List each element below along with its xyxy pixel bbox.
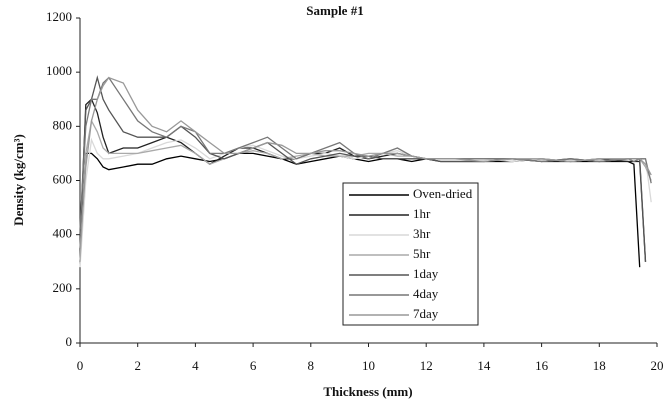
y-tick-label: 0 xyxy=(66,334,73,349)
x-tick-label: 6 xyxy=(250,358,257,373)
y-tick-label: 200 xyxy=(53,280,73,295)
y-tick-label: 1200 xyxy=(46,9,72,24)
legend-label: 4day xyxy=(413,286,439,301)
series-line xyxy=(79,76,652,249)
x-tick-label: 20 xyxy=(651,358,664,373)
legend-label: 1hr xyxy=(413,206,431,221)
chart-title: Sample #1 xyxy=(306,3,363,18)
x-tick-label: 4 xyxy=(192,358,199,373)
x-axis-label: Thickness (mm) xyxy=(323,384,412,399)
x-tick-label: 18 xyxy=(593,358,606,373)
legend-label: Oven-dried xyxy=(413,186,473,201)
legend-label: 1day xyxy=(413,266,439,281)
legend-box xyxy=(342,182,479,326)
x-tick-label: 8 xyxy=(308,358,315,373)
y-tick-label: 600 xyxy=(53,171,73,186)
y-tick-label: 800 xyxy=(53,117,73,132)
x-tick-label: 0 xyxy=(77,358,84,373)
y-axis-label: Density (kg/cm³) xyxy=(11,134,26,226)
x-tick-label: 10 xyxy=(362,358,375,373)
x-tick-label: 14 xyxy=(477,358,491,373)
x-tick-label: 16 xyxy=(535,358,549,373)
legend-label: 3hr xyxy=(413,226,431,241)
x-tick-label: 2 xyxy=(134,358,141,373)
y-tick-label: 400 xyxy=(53,226,73,241)
y-tick-label: 1000 xyxy=(46,63,72,78)
legend-label: 7day xyxy=(413,306,439,321)
legend-label: 5hr xyxy=(413,246,431,261)
x-tick-label: 12 xyxy=(420,358,433,373)
